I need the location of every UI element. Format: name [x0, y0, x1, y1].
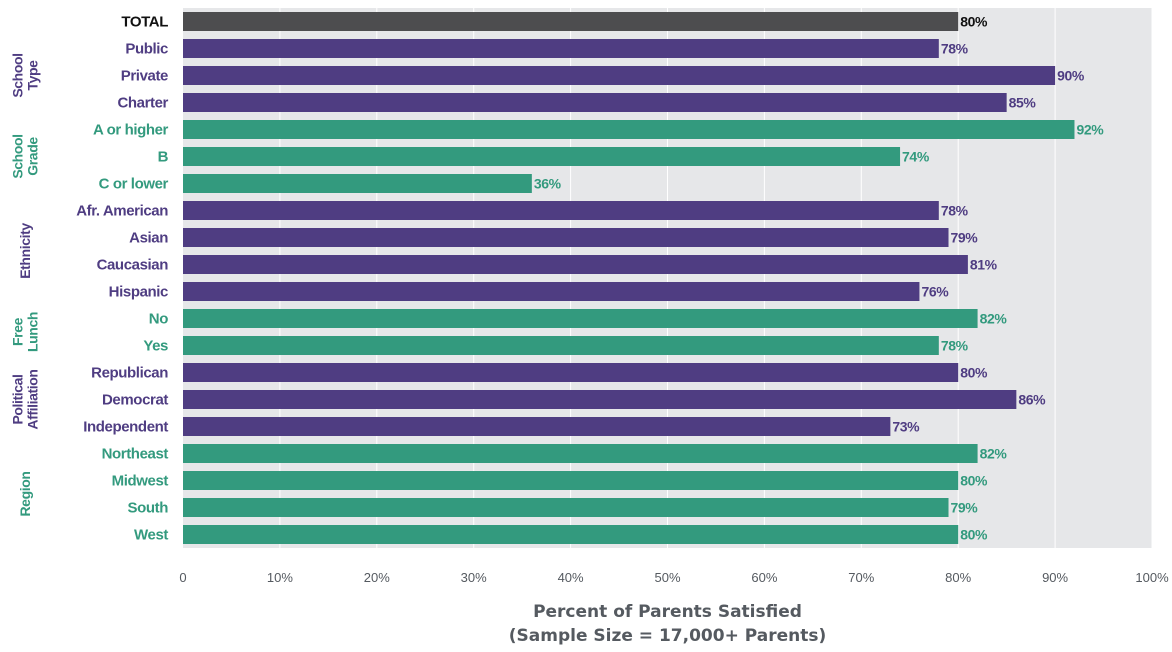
category-label: West [134, 527, 168, 544]
data-label: 36% [534, 176, 562, 192]
category-label: Hispanic [109, 284, 168, 301]
data-label: 86% [1018, 392, 1046, 408]
data-label: 76% [921, 284, 949, 300]
data-label: 80% [960, 527, 988, 543]
x-tick-label: 100% [1135, 570, 1169, 585]
group-label: Region [17, 471, 33, 516]
group-label: Grade [25, 137, 41, 176]
category-label: B [158, 149, 169, 166]
data-label: 85% [1009, 95, 1037, 111]
x-tick-label: 60% [751, 570, 777, 585]
data-label: 79% [951, 230, 979, 246]
group-label: School [10, 53, 26, 97]
data-label: 82% [980, 446, 1008, 462]
bar [183, 12, 959, 31]
data-label: 81% [970, 257, 998, 273]
bar [183, 363, 959, 382]
group-label: Type [25, 60, 41, 91]
bar [183, 174, 532, 193]
x-tick-label: 70% [848, 570, 874, 585]
data-label: 80% [960, 473, 988, 489]
bar [183, 93, 1007, 112]
x-tick-label: 0 [179, 570, 186, 585]
data-label: 73% [892, 419, 920, 435]
category-label: Caucasian [97, 257, 169, 274]
bar [183, 228, 949, 247]
category-label: Charter [117, 95, 168, 112]
data-label: 82% [980, 311, 1008, 327]
data-label: 74% [902, 149, 930, 165]
data-label: 92% [1076, 122, 1104, 138]
category-label: No [149, 311, 168, 328]
data-label: 78% [941, 41, 969, 57]
group-label: Free [10, 317, 26, 346]
bar [183, 147, 901, 166]
x-axis-subtitle: (Sample Size = 17,000+ Parents) [508, 626, 827, 646]
group-label: Affiliation [25, 369, 41, 429]
category-label: C or lower [99, 176, 169, 193]
category-label: Yes [143, 338, 168, 355]
group-label: Ethnicity [17, 223, 33, 279]
x-tick-label: 40% [558, 570, 584, 585]
data-label: 80% [960, 365, 988, 381]
group-label: Political [10, 374, 26, 424]
bar [183, 309, 978, 328]
x-tick-label: 10% [267, 570, 293, 585]
bar [183, 66, 1056, 85]
x-tick-label: 90% [1042, 570, 1068, 585]
category-label: Midwest [112, 473, 169, 490]
bar [183, 282, 920, 301]
bar [183, 120, 1075, 139]
bar [183, 525, 959, 544]
bar [183, 417, 891, 436]
bar [183, 39, 939, 58]
x-axis-title: Percent of Parents Satisfied [533, 602, 802, 622]
category-label: Northeast [102, 446, 169, 463]
data-label: 78% [941, 203, 969, 219]
category-label: Independent [83, 419, 168, 436]
category-label: Republican [91, 365, 168, 382]
group-label: Lunch [25, 312, 41, 352]
x-tick-label: 50% [654, 570, 680, 585]
data-label: 80% [960, 14, 988, 30]
bar [183, 471, 959, 490]
data-label: 90% [1057, 68, 1085, 84]
group-label: School [10, 134, 26, 178]
category-label: Public [125, 41, 168, 58]
category-label: A or higher [93, 122, 169, 139]
bar [183, 201, 939, 220]
category-label: TOTAL [121, 14, 168, 31]
bar [183, 498, 949, 517]
x-tick-label: 30% [461, 570, 487, 585]
category-label: Asian [129, 230, 168, 247]
data-label: 79% [951, 500, 979, 516]
category-label: Afr. American [76, 203, 168, 220]
x-tick-label: 80% [945, 570, 971, 585]
category-label: Private [121, 68, 168, 85]
x-tick-label: 20% [364, 570, 390, 585]
category-label: Democrat [102, 392, 168, 409]
bar-chart: 0 10% 20% 30% 40% 50% 60% 70% 80% 90% 100% TOTAL 80%… [10, 8, 1169, 585]
bar [183, 255, 968, 274]
category-label: South [128, 500, 169, 517]
data-label: 78% [941, 338, 969, 354]
bar [183, 336, 939, 355]
bar [183, 444, 978, 463]
bar [183, 390, 1017, 409]
